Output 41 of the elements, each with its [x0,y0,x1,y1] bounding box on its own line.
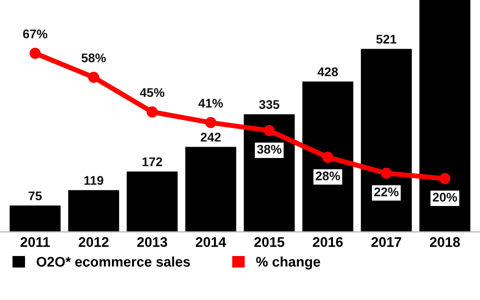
bar [302,82,354,232]
legend-label: % change [256,256,320,270]
x-tick-label: 2014 [196,237,226,247]
data-label: 20% [432,192,458,202]
x-tick-label: 2016 [312,237,343,247]
x-tick-label: 2013 [137,237,168,247]
x-tick-label: 2011 [20,237,50,247]
data-label: 38% [257,144,282,154]
data-label: 428 [318,67,338,76]
data-label: 67% [23,29,48,38]
x-tick-label: 2012 [78,237,109,247]
data-label: 45% [140,88,164,97]
data-label: 335 [259,100,280,109]
data-label: 521 [376,34,396,44]
x-tick-label: 2018 [430,237,460,247]
point [205,117,216,128]
data-label: 58% [82,53,106,62]
bar [360,48,412,232]
bar [185,146,236,232]
point [88,72,100,83]
data-label: 172 [142,157,162,166]
point [264,125,275,136]
bar [10,206,61,232]
data-label: 242 [200,132,221,142]
data-label: 41% [198,98,223,108]
bar [126,171,178,232]
data-label: 28% [316,171,340,180]
bar [68,190,120,232]
x-tick-label: 2017 [371,237,402,247]
bar [244,114,295,232]
point [439,173,450,184]
x-tick-label: 2015 [254,237,284,247]
data-label: 119 [84,176,104,185]
legend-label: O2O* ecommerce sales [36,256,190,267]
point [380,168,392,179]
data-label: 22% [374,187,399,196]
data-label: 75 [28,192,42,200]
point [322,152,334,163]
bar [419,0,470,232]
point [30,48,41,59]
point [146,106,158,118]
